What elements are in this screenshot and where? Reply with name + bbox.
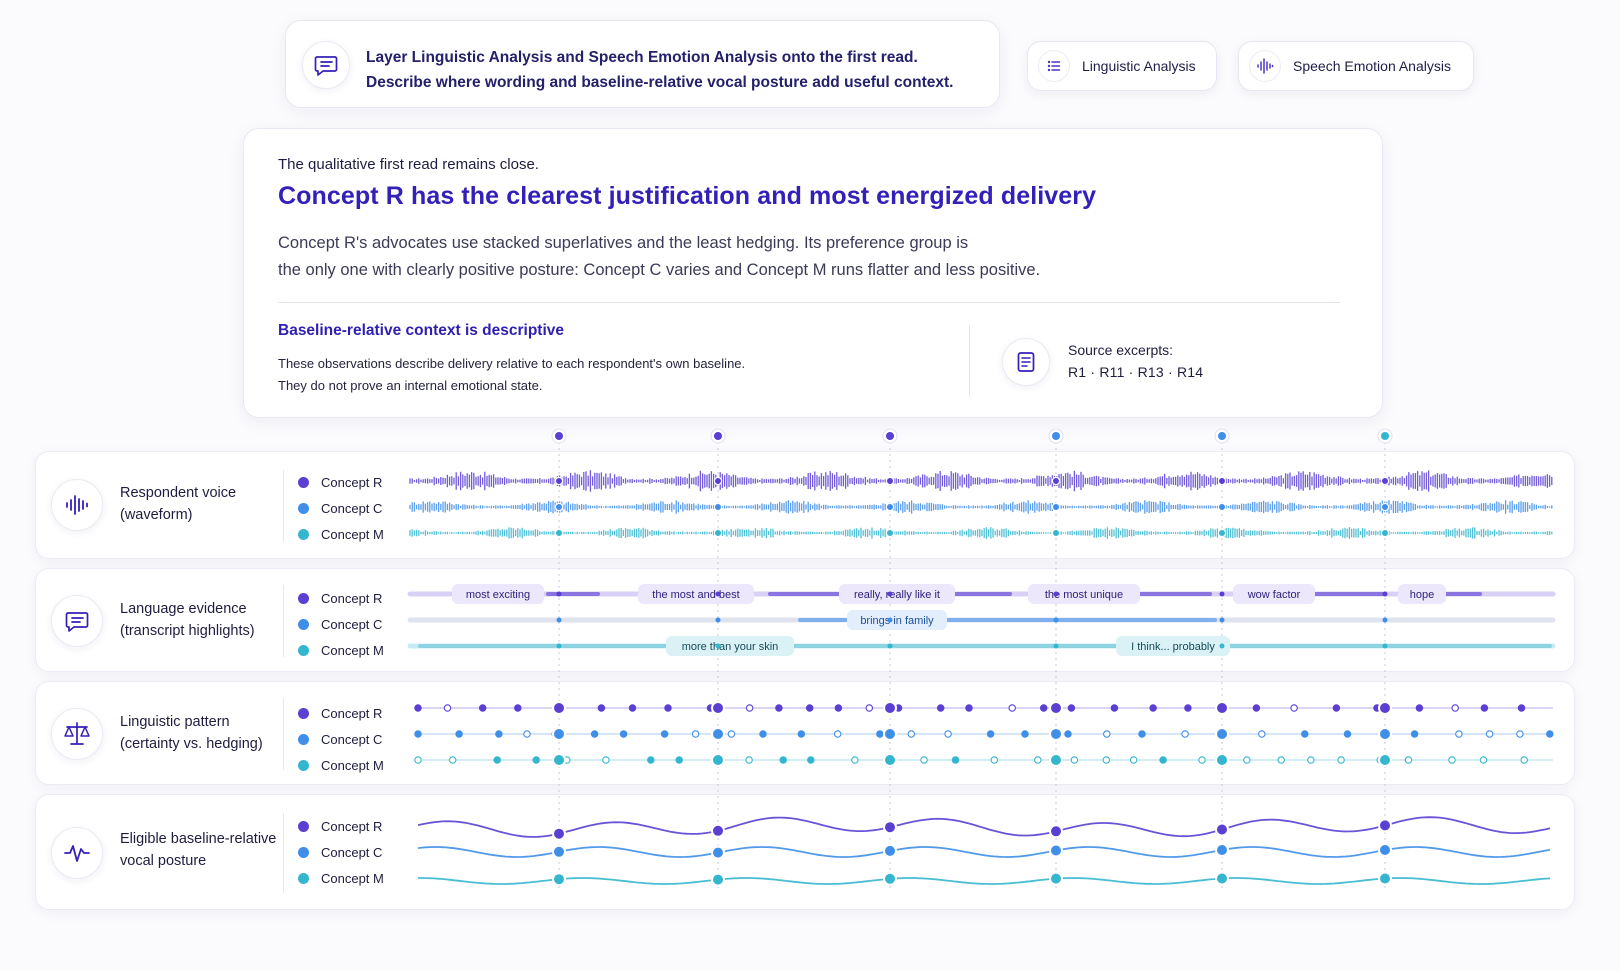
row-title-line-1: Linguistic pattern [120, 714, 230, 730]
row-title-line-2: (certainty vs. hedging) [120, 736, 263, 752]
scales-icon [51, 708, 103, 760]
row-title-line-2: (waveform) [120, 507, 193, 523]
row-divider [283, 813, 284, 893]
timeline-marker-ring [1377, 428, 1393, 444]
legend-concept-r: Concept R [298, 817, 382, 835]
row-divider [283, 698, 284, 770]
source-excerpts-refs[interactable]: R1 · R11 · R13 · R14 [1068, 364, 1204, 380]
legend-dot [298, 707, 309, 719]
legend-concept-m: Concept M [298, 525, 384, 543]
summary-body: Concept R's advocates use stacked superl… [278, 230, 1258, 284]
legend-concept-c: Concept C [298, 615, 382, 633]
vertical-divider [969, 325, 970, 397]
timeline-marker [886, 432, 894, 440]
legend-dot [298, 733, 309, 745]
row-divider [283, 470, 284, 542]
row-title: Eligible baseline-relative vocal posture [120, 828, 295, 872]
timeline-marker-ring [551, 428, 567, 444]
row-respondent-voice: Respondent voice (waveform) Concept R Co… [35, 451, 1575, 559]
legend-concept-m: Concept M [298, 869, 384, 887]
context-line-2: They do not prove an internal emotional … [278, 378, 543, 393]
context-line-1: These observations describe delivery rel… [278, 356, 746, 371]
context-text: These observations describe delivery rel… [278, 353, 838, 397]
legend-dot [298, 476, 309, 488]
row-title-line-2: vocal posture [120, 853, 207, 869]
legend-label: Concept R [321, 705, 383, 721]
source-excerpts-label: Source excerpts: [1068, 342, 1174, 358]
divider [278, 302, 1340, 303]
row-title-line-1: Eligible baseline-relative [120, 831, 277, 847]
timeline-marker [555, 432, 563, 440]
row-title-line-1: Language evidence [120, 601, 247, 617]
linguistic-analysis-label: Linguistic Analysis [1082, 58, 1196, 74]
row-vocal-posture: Eligible baseline-relative vocal posture… [35, 794, 1575, 910]
context-title: Baseline-relative context is descriptive [278, 322, 565, 339]
legend-label: Concept M [321, 642, 384, 658]
pulse-icon [51, 827, 103, 879]
legend-label: Concept R [321, 818, 383, 834]
timeline-marker-ring [1214, 428, 1230, 444]
legend-label: Concept R [321, 474, 383, 490]
row-title: Language evidence (transcript highlights… [120, 598, 295, 642]
legend-concept-c: Concept C [298, 843, 382, 861]
row-language-evidence: Language evidence (transcript highlights… [35, 568, 1575, 672]
legend-label: Concept C [321, 731, 383, 747]
timeline-marker-ring [1048, 428, 1064, 444]
row-title: Respondent voice (waveform) [120, 482, 295, 526]
timeline-marker [714, 432, 722, 440]
legend-concept-r: Concept R [298, 589, 382, 607]
waveform-icon [1249, 50, 1281, 82]
summary-body-line-2: the only one with clearly positive postu… [278, 261, 1041, 279]
summary-kicker: The qualitative first read remains close… [278, 156, 539, 173]
row-title: Linguistic pattern (certainty vs. hedgin… [120, 711, 295, 755]
speech-emotion-analysis-button[interactable]: Speech Emotion Analysis [1238, 41, 1474, 91]
document-icon[interactable] [1002, 338, 1050, 386]
timeline-marker [1052, 432, 1060, 440]
summary-body-line-1: Concept R's advocates use stacked superl… [278, 234, 969, 252]
legend-concept-r: Concept R [298, 473, 382, 491]
prompt-text: Layer Linguistic Analysis and Speech Emo… [366, 45, 986, 95]
legend-concept-r: Concept R [298, 704, 382, 722]
row-linguistic-pattern: Linguistic pattern (certainty vs. hedgin… [35, 681, 1575, 785]
prompt-line-2: Describe where wording and baseline-rela… [366, 74, 954, 91]
legend-label: Concept R [321, 590, 383, 606]
legend-dot [298, 502, 309, 514]
legend-label: Concept C [321, 844, 383, 860]
legend-dot [298, 528, 309, 540]
row-title-line-1: Respondent voice [120, 485, 237, 501]
waveform-icon [51, 479, 103, 531]
legend-label: Concept M [321, 870, 384, 886]
legend-concept-c: Concept C [298, 730, 382, 748]
row-title-line-2: (transcript highlights) [120, 623, 255, 639]
chat-bubble-icon [51, 595, 103, 647]
legend-label: Concept C [321, 616, 383, 632]
prompt-card: Layer Linguistic Analysis and Speech Emo… [285, 20, 1000, 108]
summary-headline: Concept R has the clearest justification… [278, 182, 1097, 210]
summary-card: The qualitative first read remains close… [243, 128, 1383, 418]
legend-dot [298, 592, 309, 604]
chat-bubble-icon [302, 41, 350, 89]
timeline-marker-ring [710, 428, 726, 444]
legend-concept-c: Concept C [298, 499, 382, 517]
legend-concept-m: Concept M [298, 641, 384, 659]
speech-emotion-analysis-label: Speech Emotion Analysis [1293, 58, 1451, 74]
legend-label: Concept M [321, 757, 384, 773]
legend-dot [298, 820, 309, 832]
legend-dot [298, 644, 309, 656]
legend-dot [298, 846, 309, 858]
prompt-line-1: Layer Linguistic Analysis and Speech Emo… [366, 49, 918, 66]
legend-dot [298, 759, 309, 771]
legend-label: Concept C [321, 500, 383, 516]
linguistic-analysis-button[interactable]: Linguistic Analysis [1027, 41, 1217, 91]
list-icon [1038, 50, 1070, 82]
timeline-marker-ring [882, 428, 898, 444]
timeline-marker [1218, 432, 1226, 440]
row-divider [283, 585, 284, 657]
legend-dot [298, 872, 309, 884]
legend-concept-m: Concept M [298, 756, 384, 774]
timeline-marker [1381, 432, 1389, 440]
legend-dot [298, 618, 309, 630]
legend-label: Concept M [321, 526, 384, 542]
